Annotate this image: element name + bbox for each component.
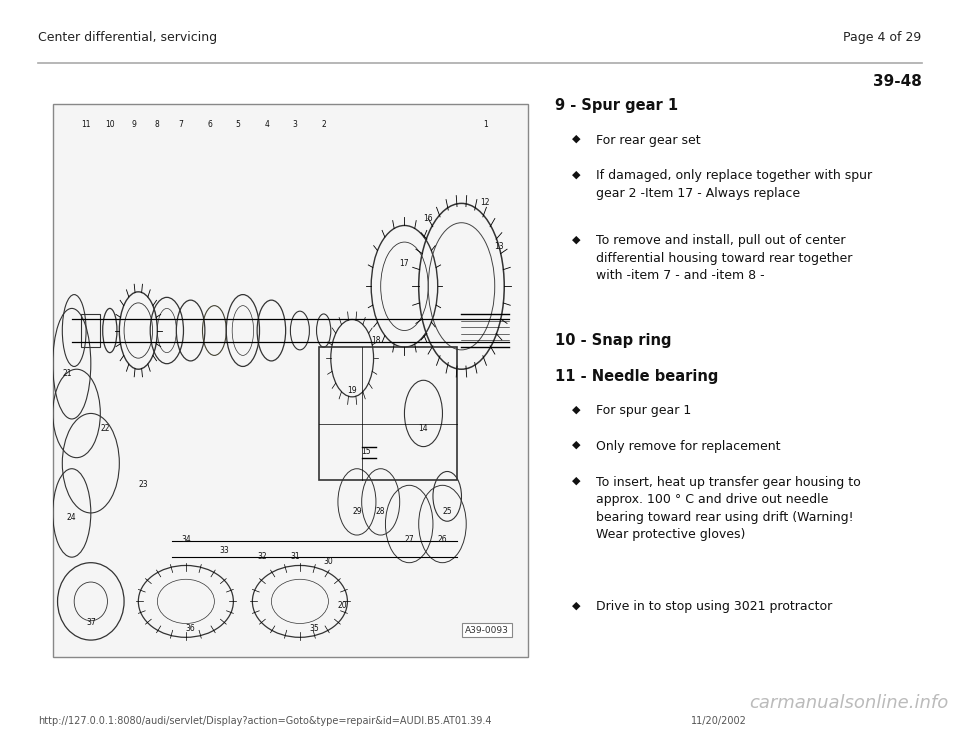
Text: 6: 6 xyxy=(207,120,212,129)
Text: ◆: ◆ xyxy=(572,234,581,244)
Text: 25: 25 xyxy=(443,508,452,516)
Text: 21: 21 xyxy=(62,370,72,378)
Text: 16: 16 xyxy=(423,214,433,223)
FancyBboxPatch shape xyxy=(53,104,528,657)
Text: 30: 30 xyxy=(324,557,333,566)
Text: ◆: ◆ xyxy=(572,476,581,485)
Text: 11: 11 xyxy=(82,120,91,129)
Text: ◆: ◆ xyxy=(572,134,581,143)
Text: 19: 19 xyxy=(348,386,357,395)
Text: 23: 23 xyxy=(138,480,148,489)
Text: 22: 22 xyxy=(101,424,109,433)
Text: 20: 20 xyxy=(338,601,348,611)
Text: 24: 24 xyxy=(67,513,77,522)
Text: 15: 15 xyxy=(362,447,372,456)
Text: 1: 1 xyxy=(483,120,488,129)
Text: 12: 12 xyxy=(481,198,490,207)
Text: 7: 7 xyxy=(179,120,183,129)
Text: 11/20/2002: 11/20/2002 xyxy=(691,716,747,726)
Text: A39-0093: A39-0093 xyxy=(465,626,509,634)
Text: 10: 10 xyxy=(105,120,114,129)
Text: For rear gear set: For rear gear set xyxy=(596,134,701,147)
Text: ◆: ◆ xyxy=(572,440,581,450)
Text: If damaged, only replace together with spur
gear 2 -Item 17 - Always replace: If damaged, only replace together with s… xyxy=(596,169,873,200)
Text: 17: 17 xyxy=(399,259,409,268)
Text: carmanualsonline.info: carmanualsonline.info xyxy=(749,695,948,712)
Text: 32: 32 xyxy=(257,551,267,561)
Text: 2: 2 xyxy=(322,120,326,129)
Text: 3: 3 xyxy=(293,120,298,129)
Text: 5: 5 xyxy=(236,120,241,129)
Text: ◆: ◆ xyxy=(572,169,581,179)
Text: 31: 31 xyxy=(290,551,300,561)
Text: 13: 13 xyxy=(494,242,504,251)
Text: To insert, heat up transfer gear housing to
approx. 100 ° C and drive out needle: To insert, heat up transfer gear housing… xyxy=(596,476,861,541)
Text: 26: 26 xyxy=(438,535,447,544)
Text: 18: 18 xyxy=(372,336,381,345)
Text: For spur gear 1: For spur gear 1 xyxy=(596,404,691,418)
Text: 4: 4 xyxy=(264,120,269,129)
Text: 11 - Needle bearing: 11 - Needle bearing xyxy=(555,369,718,384)
Text: 8: 8 xyxy=(155,120,159,129)
Text: 28: 28 xyxy=(376,508,385,516)
Text: Page 4 of 29: Page 4 of 29 xyxy=(843,31,922,45)
Text: 10 - Snap ring: 10 - Snap ring xyxy=(555,333,671,348)
Text: ◆: ◆ xyxy=(572,600,581,610)
Text: Center differential, servicing: Center differential, servicing xyxy=(38,31,218,45)
Text: 35: 35 xyxy=(309,623,319,632)
Text: 36: 36 xyxy=(185,623,196,632)
Text: 37: 37 xyxy=(86,618,96,627)
Text: 34: 34 xyxy=(181,535,191,544)
Text: 14: 14 xyxy=(419,424,428,433)
Text: Only remove for replacement: Only remove for replacement xyxy=(596,440,780,453)
Text: Drive in to stop using 3021 protractor: Drive in to stop using 3021 protractor xyxy=(596,600,832,614)
Text: To remove and install, pull out of center
differential housing toward rear toget: To remove and install, pull out of cente… xyxy=(596,234,852,283)
Text: http://127.0.0.1:8080/audi/servlet/Display?action=Goto&type=repair&id=AUDI.B5.AT: http://127.0.0.1:8080/audi/servlet/Displ… xyxy=(38,716,492,726)
Text: 29: 29 xyxy=(352,508,362,516)
Bar xyxy=(82,314,100,347)
Text: 9: 9 xyxy=(132,120,136,129)
Text: 27: 27 xyxy=(404,535,414,544)
Text: 9 - Spur gear 1: 9 - Spur gear 1 xyxy=(555,98,678,113)
Text: 39-48: 39-48 xyxy=(873,74,922,89)
Text: ◆: ◆ xyxy=(572,404,581,414)
Text: 33: 33 xyxy=(219,546,228,555)
